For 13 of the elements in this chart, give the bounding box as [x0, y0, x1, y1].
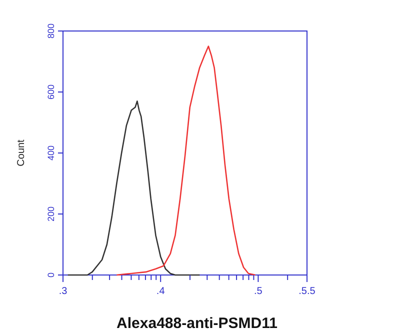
x-tick-label: .5	[254, 286, 263, 297]
y-tick-label: 600	[46, 84, 56, 100]
y-tick-label: 0	[46, 272, 56, 278]
x-tick-label: .4	[156, 286, 166, 297]
line-series	[67, 100, 200, 276]
y-tick-label: 400	[46, 145, 56, 161]
y-tick-label: 200	[46, 206, 56, 222]
x-axis-title: Alexa488-anti-PSMD11	[116, 315, 278, 332]
x-tick-label: .3	[58, 286, 68, 297]
line-series	[116, 46, 256, 276]
x-tick-label: .5.5	[298, 286, 316, 297]
y-axis-title: Count	[16, 139, 27, 166]
y-tick-label: 800	[46, 23, 56, 39]
